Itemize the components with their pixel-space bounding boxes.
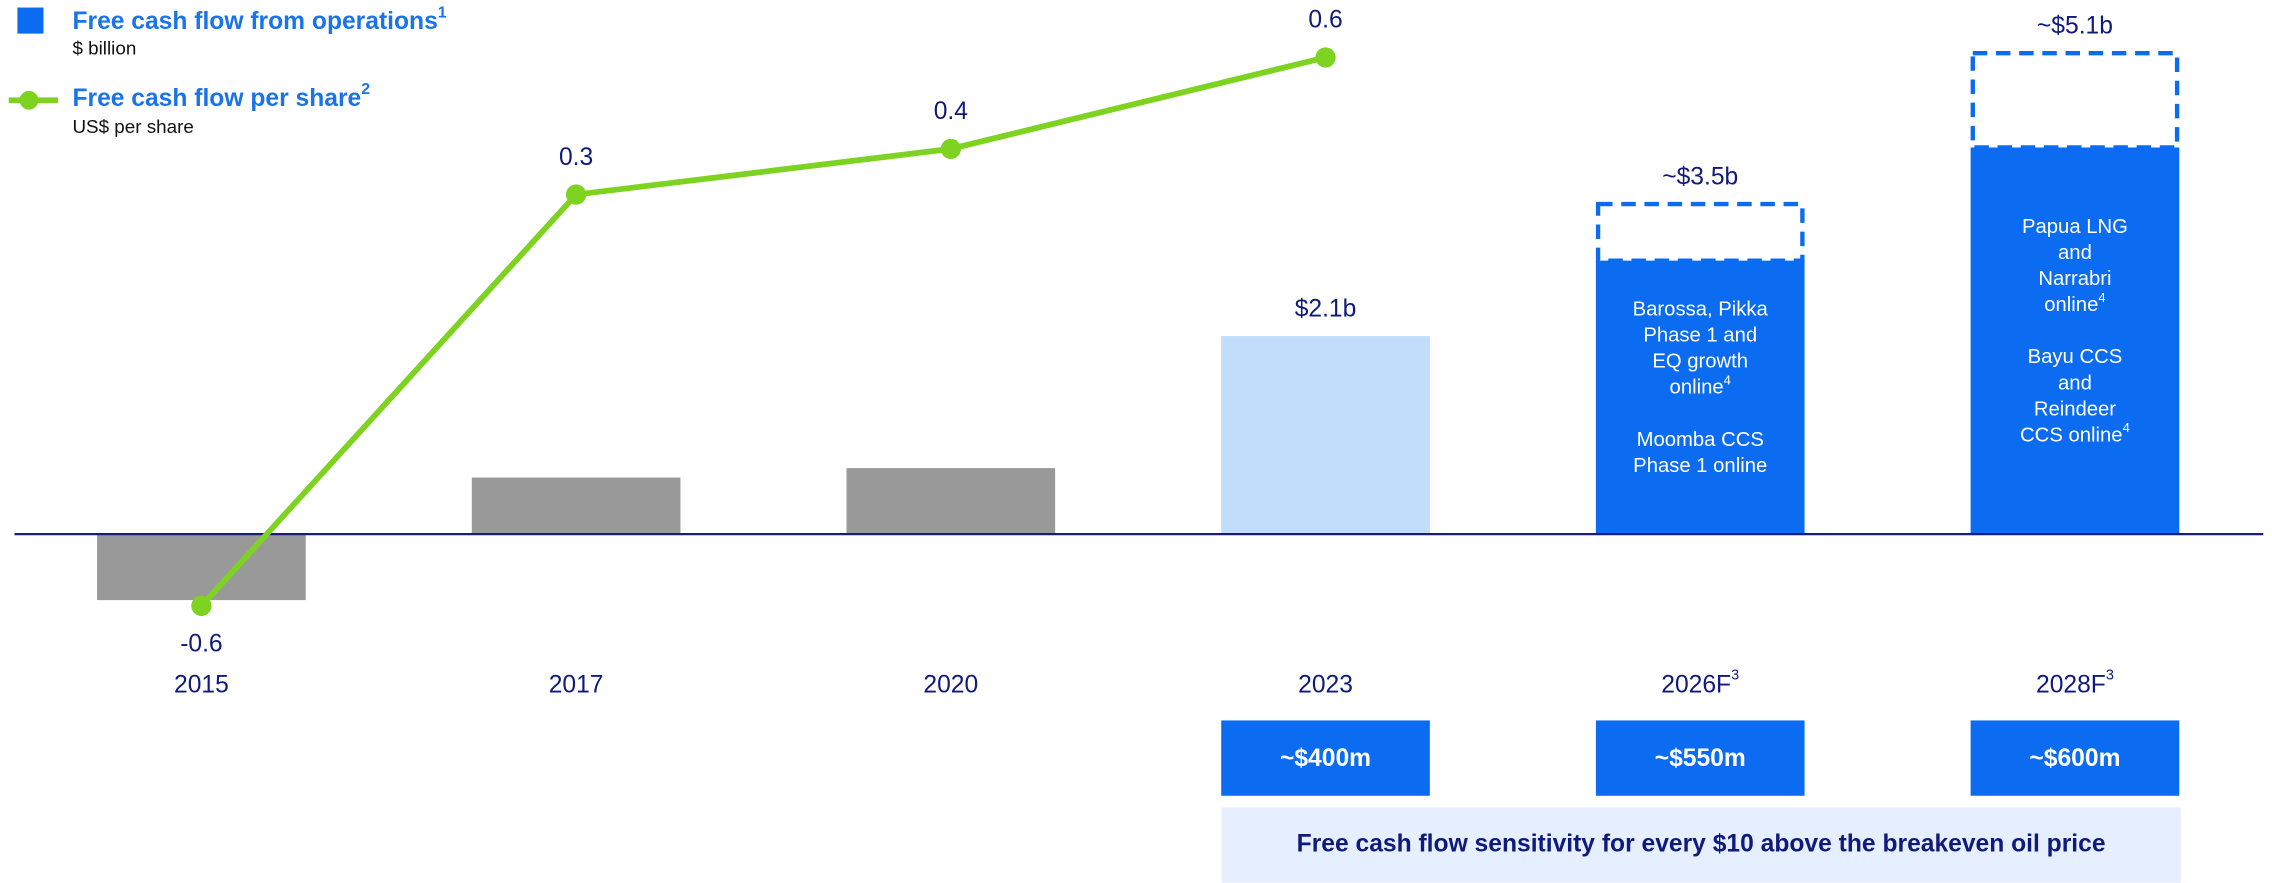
x-tick-label: 2015 [174, 671, 229, 698]
bar-range [1970, 51, 2180, 150]
bar-note-ref: 4 [1724, 373, 1731, 388]
bar [1970, 147, 2180, 535]
bar-note-line: EQ growth [1652, 351, 1748, 373]
bar-note: online4 [2044, 290, 2105, 316]
bar-note: Narrabri [2038, 268, 2111, 290]
line-value-label: 0.3 [559, 144, 593, 171]
bar-note: Phase 1 and [1643, 325, 1757, 347]
legend-note: 2 [361, 81, 370, 98]
line-point [940, 138, 961, 160]
sensitivity-box [1970, 720, 2180, 796]
x-tick-text: 2015 [174, 671, 229, 698]
bar-note-ref: 4 [2123, 421, 2130, 436]
bar-note-ref: 4 [2098, 290, 2105, 305]
line-value-label: 0.4 [934, 98, 968, 125]
legend-text: Free cash flow from operations [72, 8, 437, 35]
bar [471, 477, 681, 535]
sensitivity-box [1221, 720, 1430, 796]
legend-unit: US$ per share [72, 116, 193, 137]
bar-note: and [2058, 242, 2092, 264]
line-point [565, 184, 587, 205]
x-tick-text: 2028F [2036, 671, 2106, 698]
bar-note: EQ growth [1652, 351, 1748, 373]
legend-note: 1 [438, 5, 447, 22]
bar-note-line: Phase 1 online [1633, 455, 1767, 477]
line-value-label: 0.6 [1308, 7, 1342, 34]
legend-swatch-dot [19, 90, 39, 110]
bar-note-line: Bayu CCS [2028, 347, 2123, 369]
line [199, 54, 1327, 608]
sensitivity-band [1221, 807, 2181, 883]
sensitivity-label: ~$600m [2029, 745, 2120, 772]
x-tick-text: 2026F [1661, 671, 1731, 698]
x-tick-label: 2026F3 [1661, 667, 1739, 698]
legend-text: Free cash flow per share [72, 84, 361, 111]
line-point [191, 595, 212, 616]
bar-note-line: CCS online [2020, 425, 2123, 447]
legend-label: Free cash flow per share2 [72, 81, 370, 111]
x-tick-label: 2028F3 [2036, 667, 2114, 698]
bar-note-line: online [1670, 377, 1724, 399]
bar-note-line: online [2044, 294, 2098, 316]
x-tick-note: 3 [1731, 667, 1739, 683]
bar-note-line: Papua LNG [2022, 216, 2128, 238]
bar [846, 468, 1056, 535]
bar-note-line: Narrabri [2038, 268, 2111, 290]
bar-note: Phase 1 online [1633, 455, 1767, 477]
bar-note: Reindeer [2034, 399, 2116, 421]
x-tick-label: 2017 [549, 671, 604, 698]
sensitivity-label: ~$550m [1655, 745, 1746, 772]
x-tick-label: 2023 [1298, 671, 1353, 698]
x-tick-text: 2020 [923, 671, 978, 698]
bar-range [1595, 201, 1805, 263]
bar-note-line: Reindeer [2034, 399, 2116, 421]
x-tick-label: 2020 [923, 671, 978, 698]
legend-swatch-bar [17, 7, 44, 34]
bar-note: online4 [1670, 373, 1731, 399]
x-tick-text: 2023 [1298, 671, 1353, 698]
bar-note-line: Moomba CCS [1637, 429, 1764, 451]
sensitivity-title: Free cash flow sensitivity for every $10… [1297, 831, 2106, 858]
x-tick-note: 3 [2106, 667, 2114, 683]
bar-note: Bayu CCS [2028, 347, 2123, 369]
line-point [1315, 47, 1336, 68]
bar-note: Barossa, Pikka [1633, 299, 1769, 321]
bar-note: Papua LNG [2022, 216, 2128, 238]
bar [97, 534, 306, 601]
sensitivity-box [1595, 720, 1805, 796]
legend-unit: $ billion [72, 38, 136, 59]
bar [1221, 336, 1430, 535]
bar-note-line: Barossa, Pikka [1633, 299, 1769, 321]
bar [1595, 260, 1805, 535]
bar-note-line: and [2058, 242, 2092, 264]
legend-label: Free cash flow from operations1 [72, 5, 446, 35]
bar-note: and [2058, 373, 2092, 395]
bar-note-line: Phase 1 and [1643, 325, 1757, 347]
sensitivity-label: ~$400m [1280, 745, 1371, 772]
bar-range-label: ~$3.5b [1662, 163, 1738, 190]
bar-note-line: and [2058, 373, 2092, 395]
line-value-label: -0.6 [180, 630, 222, 657]
bar-range-label: ~$5.1b [2037, 13, 2113, 40]
x-tick-text: 2017 [549, 671, 604, 698]
bar-note: Moomba CCS [1637, 429, 1764, 451]
bar-note: CCS online4 [2020, 421, 2130, 447]
bar-value-label: $2.1b [1295, 295, 1357, 322]
